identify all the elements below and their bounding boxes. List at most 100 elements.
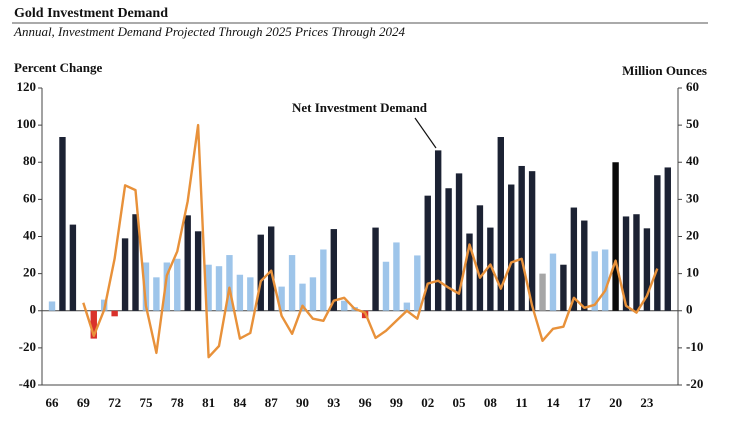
bar bbox=[267, 226, 275, 311]
bar bbox=[487, 227, 494, 311]
bar bbox=[215, 266, 223, 311]
bar bbox=[612, 162, 619, 311]
y2-tick-label: 50 bbox=[686, 116, 699, 131]
bar bbox=[393, 242, 400, 311]
bar bbox=[194, 231, 202, 311]
bar bbox=[111, 310, 118, 317]
x-tick-label: 02 bbox=[421, 395, 434, 410]
y-tick-label: 120 bbox=[17, 79, 37, 94]
x-tick-label: 08 bbox=[484, 395, 498, 410]
y-tick-label: 0 bbox=[30, 302, 37, 317]
bar bbox=[466, 233, 473, 311]
y-tick-label: -40 bbox=[19, 376, 36, 391]
bar bbox=[163, 262, 171, 311]
bar bbox=[372, 227, 379, 311]
x-tick-label: 78 bbox=[171, 395, 185, 410]
bar bbox=[247, 277, 254, 311]
bar bbox=[591, 251, 598, 311]
bar bbox=[528, 171, 536, 311]
annotation: Net Investment Demand bbox=[292, 100, 428, 115]
bar bbox=[69, 224, 77, 311]
bar bbox=[320, 249, 327, 311]
bar bbox=[226, 255, 233, 311]
y2-tick-label: -20 bbox=[686, 376, 703, 391]
bar bbox=[633, 214, 640, 311]
bar bbox=[299, 283, 306, 311]
y2-tick-label: 60 bbox=[686, 79, 699, 94]
chart-title: Gold Investment Demand bbox=[14, 6, 168, 21]
y-tick-label: 60 bbox=[23, 190, 36, 205]
bar bbox=[622, 216, 630, 311]
bar bbox=[132, 214, 139, 311]
bar bbox=[403, 302, 411, 311]
x-tick-label: 99 bbox=[390, 395, 404, 410]
x-tick-label: 11 bbox=[516, 395, 528, 410]
bar bbox=[549, 253, 557, 311]
y2-tick-label: 20 bbox=[686, 227, 699, 242]
bar bbox=[174, 258, 181, 311]
x-tick-label: 66 bbox=[46, 395, 60, 410]
bar bbox=[455, 173, 463, 311]
bar bbox=[59, 137, 66, 311]
x-tick-label: 14 bbox=[546, 395, 560, 410]
bar bbox=[121, 238, 129, 311]
bar bbox=[90, 310, 97, 339]
bar bbox=[539, 273, 546, 311]
x-tick-label: 17 bbox=[578, 395, 592, 410]
x-tick-label: 84 bbox=[233, 395, 247, 410]
bar bbox=[309, 277, 317, 311]
y-tick-label: 20 bbox=[23, 265, 36, 280]
bar bbox=[142, 262, 150, 311]
bar bbox=[205, 264, 212, 311]
x-tick-label: 81 bbox=[202, 395, 215, 410]
bar bbox=[288, 255, 296, 311]
bar bbox=[497, 137, 504, 311]
y-tick-label: 100 bbox=[17, 116, 37, 131]
bar bbox=[445, 188, 452, 311]
y2-tick-label: 0 bbox=[686, 302, 693, 317]
bar bbox=[341, 300, 348, 311]
x-tick-label: 75 bbox=[139, 395, 153, 410]
x-tick-label: 23 bbox=[640, 395, 654, 410]
x-tick-label: 87 bbox=[265, 395, 279, 410]
bar bbox=[153, 277, 160, 311]
bar bbox=[330, 229, 338, 311]
bar bbox=[257, 234, 264, 311]
chart-subtitle: Annual, Investment Demand Projected Thro… bbox=[13, 24, 406, 39]
y-axis-label: Percent Change bbox=[14, 60, 102, 75]
bar bbox=[664, 167, 671, 311]
y-tick-label: 40 bbox=[23, 227, 36, 242]
bar bbox=[184, 215, 191, 311]
y2-tick-label: 40 bbox=[686, 153, 699, 168]
bar bbox=[518, 165, 525, 311]
x-tick-label: 20 bbox=[609, 395, 622, 410]
y2-axis-label: Million Ounces bbox=[622, 63, 707, 78]
x-tick-label: 90 bbox=[296, 395, 309, 410]
bar bbox=[570, 207, 578, 311]
bar bbox=[382, 261, 390, 311]
y2-tick-label: -10 bbox=[686, 339, 703, 354]
y-tick-label: 80 bbox=[23, 153, 36, 168]
bar bbox=[476, 205, 484, 311]
y-tick-label: -20 bbox=[19, 339, 36, 354]
bar bbox=[643, 228, 651, 311]
bar bbox=[414, 255, 421, 311]
bar bbox=[601, 249, 609, 311]
bar bbox=[654, 175, 661, 311]
bar bbox=[424, 195, 431, 311]
bar bbox=[278, 286, 285, 311]
x-tick-label: 72 bbox=[108, 395, 121, 410]
annotation-arrow bbox=[414, 117, 437, 149]
y2-tick-label: 30 bbox=[686, 190, 699, 205]
x-tick-label: 69 bbox=[77, 395, 91, 410]
x-tick-label: 05 bbox=[453, 395, 467, 410]
y2-tick-label: 10 bbox=[686, 265, 699, 280]
x-tick-label: 96 bbox=[359, 395, 373, 410]
bar bbox=[560, 264, 567, 311]
line bbox=[82, 123, 659, 359]
bar bbox=[581, 220, 588, 311]
bar bbox=[508, 184, 515, 311]
x-tick-label: 93 bbox=[327, 395, 341, 410]
bar bbox=[236, 274, 244, 311]
